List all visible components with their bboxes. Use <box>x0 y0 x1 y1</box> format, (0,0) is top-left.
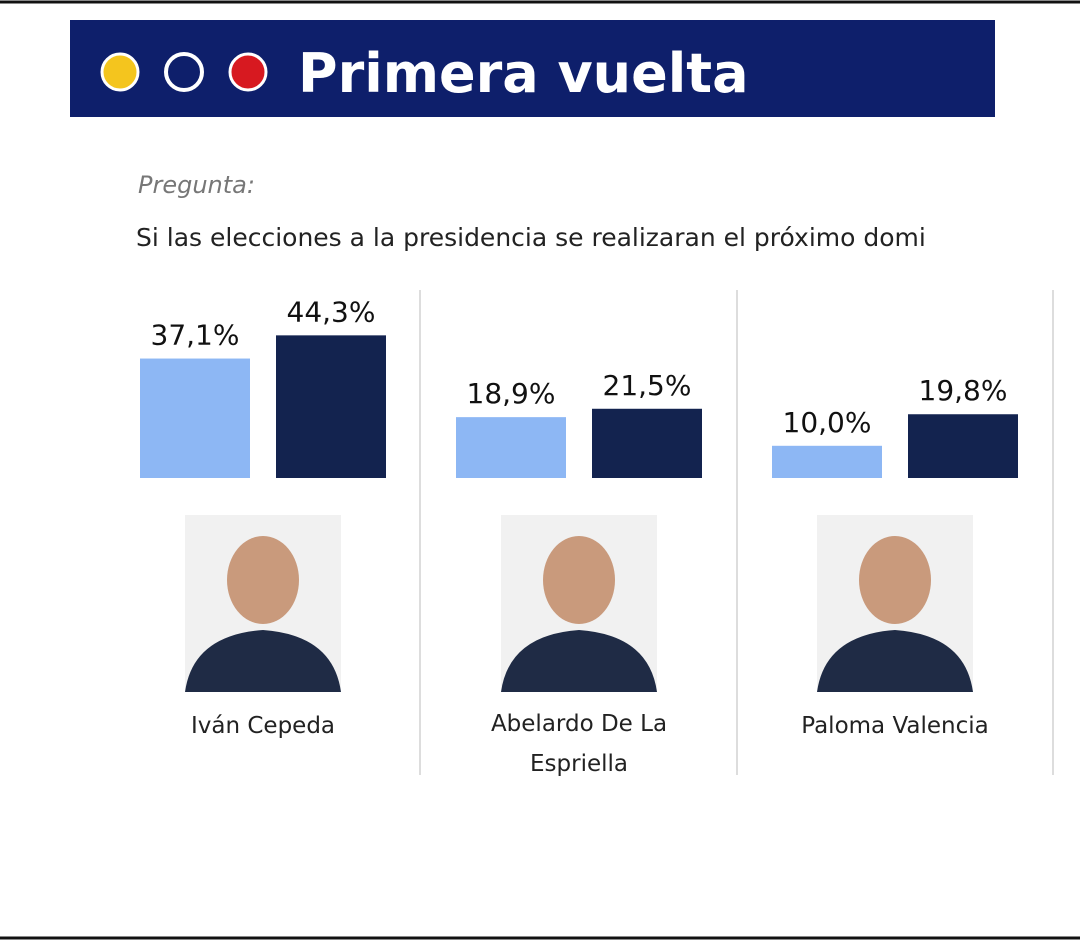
title-banner <box>70 20 995 117</box>
photo-head <box>543 536 615 624</box>
photo-body <box>185 630 341 692</box>
separators <box>419 290 1054 775</box>
subtitle: Pregunta: <box>138 171 255 199</box>
candidate-name: Iván Cepeda <box>190 713 336 739</box>
photo-body <box>501 630 657 692</box>
value-label: 18,9% <box>467 377 556 410</box>
value-label: 37,1% <box>151 319 240 352</box>
bar <box>908 414 1018 478</box>
value-label: 21,5% <box>603 369 692 402</box>
bar <box>140 358 250 478</box>
candidate-name: Abelardo De La Espriella <box>490 711 668 777</box>
value-label: 10,0% <box>783 406 872 439</box>
dot-yellow <box>100 52 140 92</box>
dot-red <box>228 52 268 92</box>
photo-head <box>859 536 931 624</box>
question: Si las elecciones a la presidencia se re… <box>136 223 926 252</box>
photos <box>185 515 973 692</box>
dot-blue <box>164 52 204 92</box>
bar <box>592 408 702 478</box>
bar <box>456 417 566 478</box>
candidate-name: Paloma Valencia <box>801 713 989 739</box>
chart-title: Primera vuelta <box>298 42 749 105</box>
bar <box>276 335 386 478</box>
bar <box>772 445 882 478</box>
value-label: 19,8% <box>919 374 1008 407</box>
photo-head <box>227 536 299 624</box>
value-label: 44,3% <box>287 295 376 328</box>
photo-body <box>817 630 973 692</box>
